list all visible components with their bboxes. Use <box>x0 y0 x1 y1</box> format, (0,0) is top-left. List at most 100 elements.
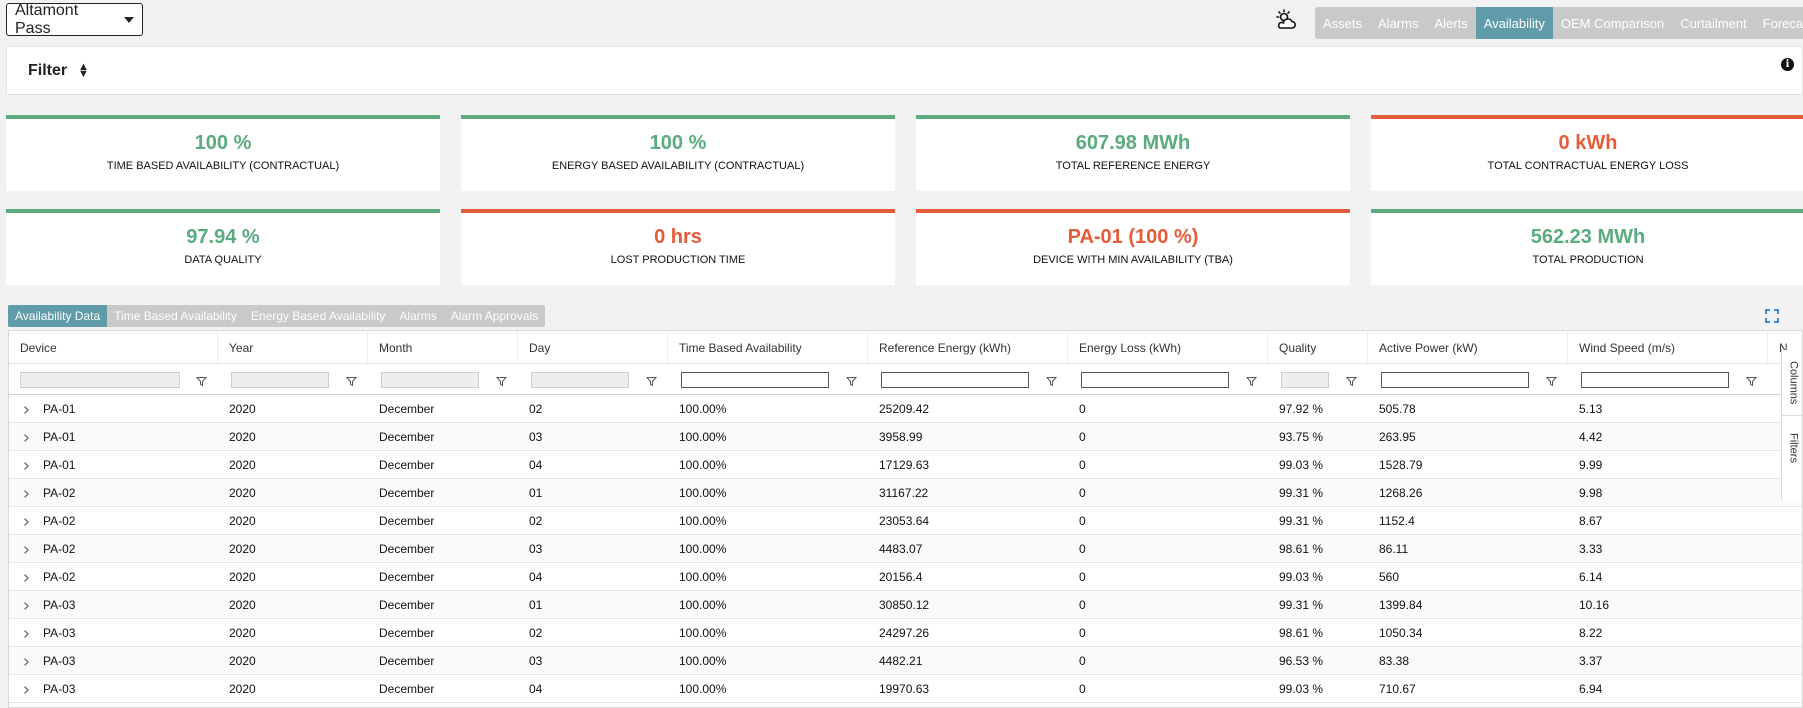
table-row[interactable]: PA-01 2020 December 02 100.00% 25209.42 0 97.92… <box>9 395 1802 423</box>
filter-textbox[interactable] <box>681 371 829 388</box>
column-header-time-based-availability[interactable]: Time Based Availability <box>668 331 868 364</box>
sort-toggle-icon[interactable]: ▲ ▼ <box>78 61 89 80</box>
filter-input-device[interactable] <box>20 364 180 395</box>
column-header-month[interactable]: Month <box>368 331 518 364</box>
column-header-wind-speed-m-s[interactable]: Wind Speed (m/s) <box>1568 331 1768 364</box>
subtab-alarms[interactable]: Alarms <box>399 309 437 323</box>
kpi-value: 562.23 MWh <box>1530 226 1646 248</box>
filter-input-energy-loss-kwh[interactable] <box>1081 364 1229 395</box>
table-row[interactable]: PA-01 2020 December 04 100.00% 17129.63 0 99.03… <box>9 451 1802 479</box>
chevron-right-icon[interactable] <box>21 628 31 638</box>
column-header-device[interactable]: Device <box>9 331 218 364</box>
filter-textbox[interactable] <box>381 371 479 388</box>
kpi-card-data-quality: 97.94 % DATA QUALITY <box>6 209 440 285</box>
table-row[interactable]: PA-03 2020 December 01 100.00% 30850.12 0 99.31… <box>9 591 1802 619</box>
nav-tab-curtailment[interactable]: Curtailment <box>1680 15 1747 31</box>
cell-active-power-kw: 1268.26 <box>1379 486 1423 500</box>
filter-input-quality[interactable] <box>1281 364 1329 395</box>
filter-input-active-power-kw[interactable] <box>1381 364 1529 395</box>
chevron-right-icon[interactable] <box>21 432 31 442</box>
filter-funnel-icon[interactable] <box>495 374 508 387</box>
filter-textbox[interactable] <box>881 371 1029 388</box>
subtab-time-based-availability[interactable]: Time Based Availability <box>114 309 237 323</box>
filter-textbox[interactable] <box>531 371 629 388</box>
filter-funnel-icon[interactable] <box>645 374 658 387</box>
table-row[interactable]: PA-02 2020 December 03 100.00% 4483.07 0 98.61 … <box>9 535 1802 563</box>
filter-textbox[interactable] <box>1081 371 1229 388</box>
filter-funnel-icon[interactable] <box>1345 374 1358 387</box>
column-header-active-power-kw[interactable]: Active Power (kW) <box>1368 331 1568 364</box>
cell-quality: 99.31 % <box>1279 514 1324 528</box>
grid-header-row: Device Year Month Day Time Based Availabilit… <box>9 331 1802 364</box>
table-row[interactable]: PA-02 2020 December 01 100.00% 31167.22 0 99.31… <box>9 479 1802 507</box>
chevron-right-icon[interactable] <box>21 488 31 498</box>
table-row[interactable]: PA-03 2020 December 02 100.00% 24297.26 0 98.61… <box>9 619 1802 647</box>
column-header-energy-loss-kwh[interactable]: Energy Loss (kWh) <box>1068 331 1268 364</box>
filter-textbox[interactable] <box>20 371 180 388</box>
chevron-right-icon[interactable] <box>21 544 31 554</box>
cell-reference-energy-kwh: 20156.4 <box>879 570 923 584</box>
nav-tab-availability[interactable]: Availability <box>1475 7 1553 39</box>
filter-textbox[interactable] <box>1381 371 1529 388</box>
subtab-energy-based-availability[interactable]: Energy Based Availability <box>250 309 386 323</box>
filter-funnel-icon[interactable] <box>195 374 208 387</box>
filter-textbox[interactable] <box>231 371 329 388</box>
table-row[interactable]: PA-02 2020 December 02 100.00% 23053.64 0 99.31… <box>9 507 1802 535</box>
columns-panel-tab[interactable]: Columns <box>1782 350 1802 416</box>
column-header-day[interactable]: Day <box>518 331 668 364</box>
cell-reference-energy-kwh: 25209.42 <box>879 402 930 416</box>
filter-input-year[interactable] <box>231 364 329 395</box>
kpi-value: 0 kWh <box>1558 132 1618 154</box>
cell-quality: 99.31 % <box>1279 486 1324 500</box>
subtab-alarm-approvals[interactable]: Alarm Approvals <box>450 309 539 323</box>
table-row[interactable]: PA-02 2020 December 04 100.00% 20156.4 0 99.03 … <box>9 563 1802 591</box>
column-header-year[interactable]: Year <box>218 331 368 364</box>
chevron-right-icon[interactable] <box>21 684 31 694</box>
chevron-right-icon[interactable] <box>21 460 31 470</box>
cell-wind-speed-m-s: 6.94 <box>1579 682 1603 696</box>
nav-tab-oem-comparison[interactable]: OEM Comparison <box>1560 15 1665 31</box>
weather-icon[interactable] <box>1274 8 1298 32</box>
filter-input-month[interactable] <box>381 364 479 395</box>
column-header-quality[interactable]: Quality <box>1268 331 1368 364</box>
filter-textbox[interactable] <box>1281 371 1329 388</box>
chevron-down-icon <box>124 16 134 23</box>
nav-tab-forecast[interactable]: Forecast <box>1762 15 1803 31</box>
kpi-card-time-based-availability-contractual: 100 % TIME BASED AVAILABILITY (CONTRACTUA… <box>6 115 440 191</box>
filter-funnel-icon[interactable] <box>1545 374 1558 387</box>
filter-toggle[interactable]: Filter <box>28 62 68 79</box>
kpi-card-device-with-min-availability-tba: PA-01 (100 %) DEVICE WITH MIN AVAILABILIT… <box>916 209 1350 285</box>
table-row[interactable]: PA-01 2020 December 03 100.00% 3958.99 0 93.75 … <box>9 423 1802 451</box>
nav-tab-alarms[interactable]: Alarms <box>1378 15 1419 31</box>
filter-funnel-icon[interactable] <box>1245 374 1258 387</box>
filter-funnel-icon[interactable] <box>345 374 358 387</box>
fullscreen-icon[interactable] <box>1765 309 1779 323</box>
table-row[interactable]: PA-03 2020 December 03 100.00% 4482.21 0 96.53 … <box>9 647 1802 675</box>
filters-panel-tab[interactable]: Filters <box>1782 416 1802 480</box>
filter-funnel-icon[interactable] <box>1745 374 1758 387</box>
chevron-right-icon[interactable] <box>21 404 31 414</box>
filter-input-day[interactable] <box>531 364 629 395</box>
cell-quality: 98.61 % <box>1279 626 1324 640</box>
cell-reference-energy-kwh: 19970.63 <box>879 682 930 696</box>
filter-input-wind-speed-m-s[interactable] <box>1581 364 1729 395</box>
filter-textbox[interactable] <box>1581 371 1729 388</box>
filter-funnel-icon[interactable] <box>1045 374 1058 387</box>
filter-input-reference-energy-kwh[interactable] <box>881 364 1029 395</box>
chevron-right-icon[interactable] <box>21 516 31 526</box>
nav-tab-assets[interactable]: Assets <box>1323 15 1363 31</box>
column-header-reference-energy-kwh[interactable]: Reference Energy (kWh) <box>868 331 1068 364</box>
filter-input-time-based-availability[interactable] <box>681 364 829 395</box>
chevron-right-icon[interactable] <box>21 656 31 666</box>
info-icon[interactable]: i <box>1781 58 1794 71</box>
table-row[interactable]: PA-03 2020 December 04 100.00% 19970.63 0 99.03… <box>9 675 1802 703</box>
chevron-right-icon[interactable] <box>21 572 31 582</box>
column-header-n[interactable]: N <box>1768 331 1802 364</box>
filter-funnel-icon[interactable] <box>845 374 858 387</box>
site-select[interactable]: Altamont Pass <box>6 2 143 37</box>
cell-month: December <box>379 430 435 444</box>
chevron-right-icon[interactable] <box>21 600 31 610</box>
subtab-availability-data[interactable]: Availability Data <box>8 305 108 327</box>
nav-tab-alerts[interactable]: Alerts <box>1434 15 1468 31</box>
cell-reference-energy-kwh: 23053.64 <box>879 514 930 528</box>
